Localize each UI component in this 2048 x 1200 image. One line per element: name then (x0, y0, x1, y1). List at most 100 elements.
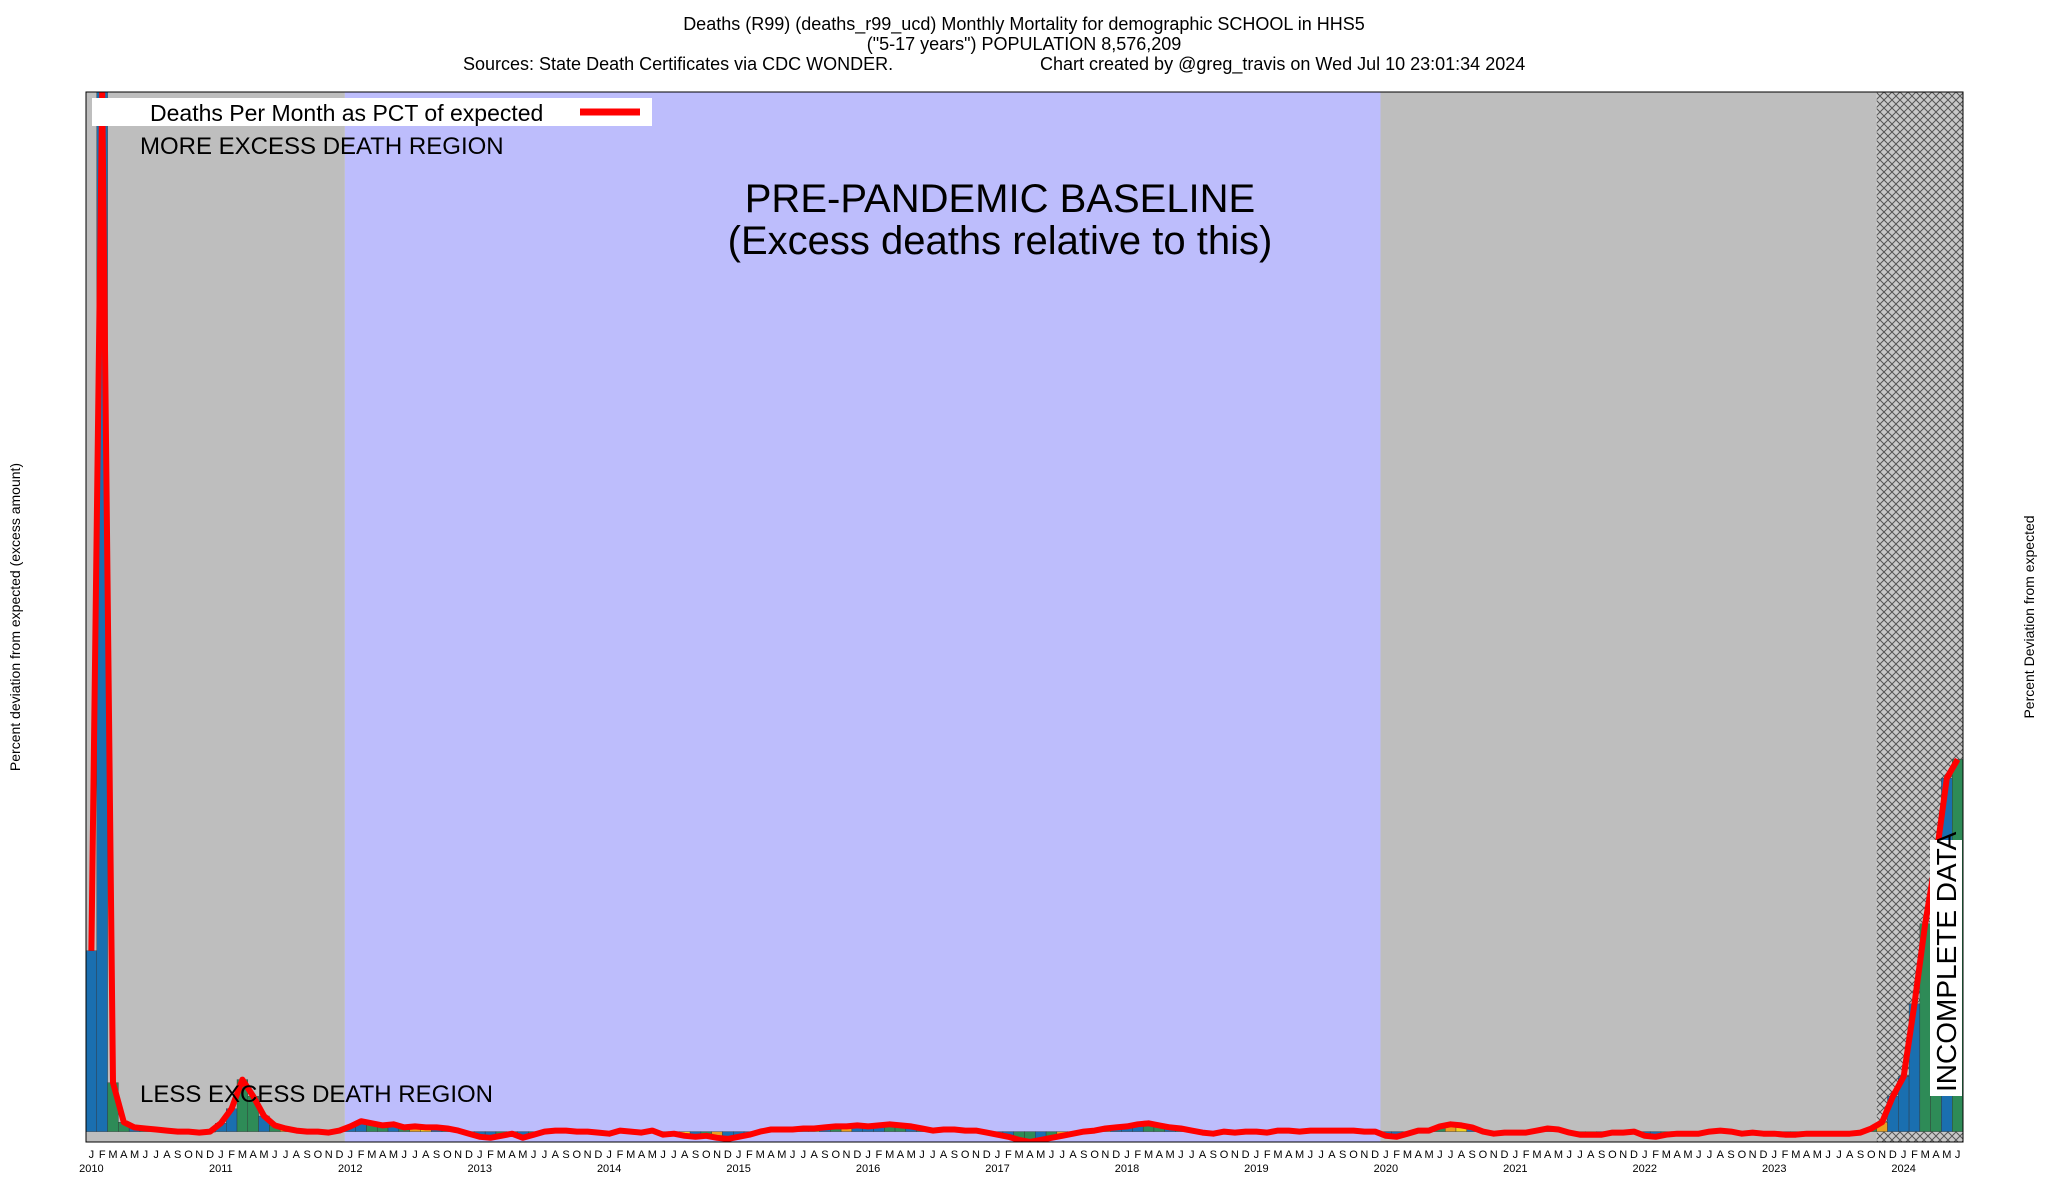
x-tick-label: A (1026, 1149, 1034, 1161)
x-tick-label: M (1144, 1149, 1153, 1161)
x-tick-label: O (961, 1149, 970, 1161)
x-tick-label: O (573, 1149, 582, 1161)
x-tick-label: A (940, 1149, 948, 1161)
x-tick-label: F (1264, 1149, 1271, 1161)
x-tick-label: D (1112, 1149, 1120, 1161)
x-tick-label: M (1403, 1149, 1412, 1161)
x-tick-label: O (1608, 1149, 1617, 1161)
year-label: 2019 (1244, 1163, 1268, 1175)
x-tick-label: J (1567, 1149, 1573, 1161)
x-tick-label: J (401, 1149, 407, 1161)
bar (86, 950, 97, 1132)
x-tick-label: M (1273, 1149, 1282, 1161)
x-tick-label: A (1069, 1149, 1077, 1161)
x-tick-label: S (1727, 1149, 1734, 1161)
x-tick-label: J (153, 1149, 159, 1161)
x-tick-label: S (1080, 1149, 1087, 1161)
x-tick-label: A (508, 1149, 516, 1161)
x-tick-label: J (1254, 1149, 1260, 1161)
x-tick-label: J (1318, 1149, 1324, 1161)
x-tick-label: D (594, 1149, 602, 1161)
x-tick-label: M (907, 1149, 916, 1161)
x-tick-label: M (497, 1149, 506, 1161)
x-tick-label: F (1782, 1149, 1789, 1161)
year-label: 2011 (209, 1163, 233, 1175)
x-tick-label: D (1889, 1149, 1897, 1161)
x-tick-label: J (412, 1149, 418, 1161)
x-tick-label: J (1124, 1149, 1130, 1161)
x-tick-label: F (487, 1149, 494, 1161)
chart-subtitle: ("5-17 years") POPULATION 8,576,209 (867, 34, 1182, 54)
x-tick-label: J (1178, 1149, 1184, 1161)
x-tick-label: A (1803, 1149, 1811, 1161)
year-label: 2023 (1762, 1163, 1786, 1175)
x-tick-label: A (1458, 1149, 1466, 1161)
x-tick-label: F (228, 1149, 235, 1161)
x-tick-label: N (1231, 1149, 1239, 1161)
x-tick-label: J (1049, 1149, 1055, 1161)
x-tick-label: D (1242, 1149, 1250, 1161)
x-tick-label: A (1415, 1149, 1423, 1161)
x-tick-label: M (130, 1149, 139, 1161)
x-tick-label: F (1134, 1149, 1141, 1161)
x-tick-label: J (606, 1149, 612, 1161)
x-tick-label: A (638, 1149, 646, 1161)
x-tick-label: O (184, 1149, 193, 1161)
x-tick-label: F (746, 1149, 753, 1161)
annotation: PRE-PANDEMIC BASELINE (745, 177, 1256, 221)
x-tick-label: F (1005, 1149, 1012, 1161)
x-tick-label: M (1554, 1149, 1563, 1161)
sources: Sources: State Death Certificates via CD… (463, 54, 893, 74)
x-tick-label: F (876, 1149, 883, 1161)
x-tick-label: D (1630, 1149, 1638, 1161)
x-tick-label: J (1060, 1149, 1066, 1161)
region (344, 92, 1381, 1142)
x-tick-label: N (1360, 1149, 1368, 1161)
x-tick-label: N (454, 1149, 462, 1161)
x-tick-label: J (865, 1149, 871, 1161)
x-tick-label: S (1469, 1149, 1476, 1161)
x-tick-label: F (617, 1149, 624, 1161)
annotation: MORE EXCESS DEATH REGION (140, 133, 504, 160)
x-tick-label: A (250, 1149, 258, 1161)
x-tick-label: N (325, 1149, 333, 1161)
x-tick-label: A (1156, 1149, 1164, 1161)
x-tick-label: D (206, 1149, 214, 1161)
y2-axis-label: Percent Deviation from expected (2021, 515, 2037, 718)
plot-frame (85, 91, 1964, 1143)
x-tick-label: J (1448, 1149, 1454, 1161)
x-tick-label: O (1738, 1149, 1747, 1161)
x-tick-label: M (1295, 1149, 1304, 1161)
x-tick-label: J (1577, 1149, 1583, 1161)
x-tick-label: S (951, 1149, 958, 1161)
x-tick-label: D (1371, 1149, 1379, 1161)
x-tick-label: J (919, 1149, 925, 1161)
credit: Chart created by @greg_travis on Wed Jul… (1040, 54, 1525, 75)
year-label: 2015 (726, 1163, 750, 1175)
x-tick-label: J (1642, 1149, 1648, 1161)
year-label: 2014 (597, 1163, 621, 1175)
x-tick-label: J (660, 1149, 666, 1161)
line-series (88, 92, 1961, 1142)
x-tick-label: S (1598, 1149, 1605, 1161)
annotation: LESS EXCESS DEATH REGION (140, 1081, 493, 1108)
chart-title: Deaths (R99) (deaths_r99_ucd) Monthly Mo… (683, 14, 1365, 35)
x-tick-label: A (681, 1149, 689, 1161)
legend-box (92, 98, 652, 126)
x-tick-label: J (1836, 1149, 1842, 1161)
x-tick-label: J (1383, 1149, 1389, 1161)
x-tick-label: D (853, 1149, 861, 1161)
x-tick-label: O (702, 1149, 711, 1161)
year-label: 2022 (1633, 1163, 1657, 1175)
x-tick-label: J (671, 1149, 677, 1161)
x-tick-label: A (1328, 1149, 1336, 1161)
year-label: 2010 (79, 1163, 103, 1175)
x-tick-label: S (303, 1149, 310, 1161)
year-label: 2013 (467, 1163, 491, 1175)
x-tick-label: A (422, 1149, 430, 1161)
x-tick-label: N (843, 1149, 851, 1161)
x-tick-label: J (790, 1149, 796, 1161)
x-tick-label: N (1619, 1149, 1627, 1161)
x-tick-label: S (562, 1149, 569, 1161)
x-tick-label: N (1101, 1149, 1109, 1161)
